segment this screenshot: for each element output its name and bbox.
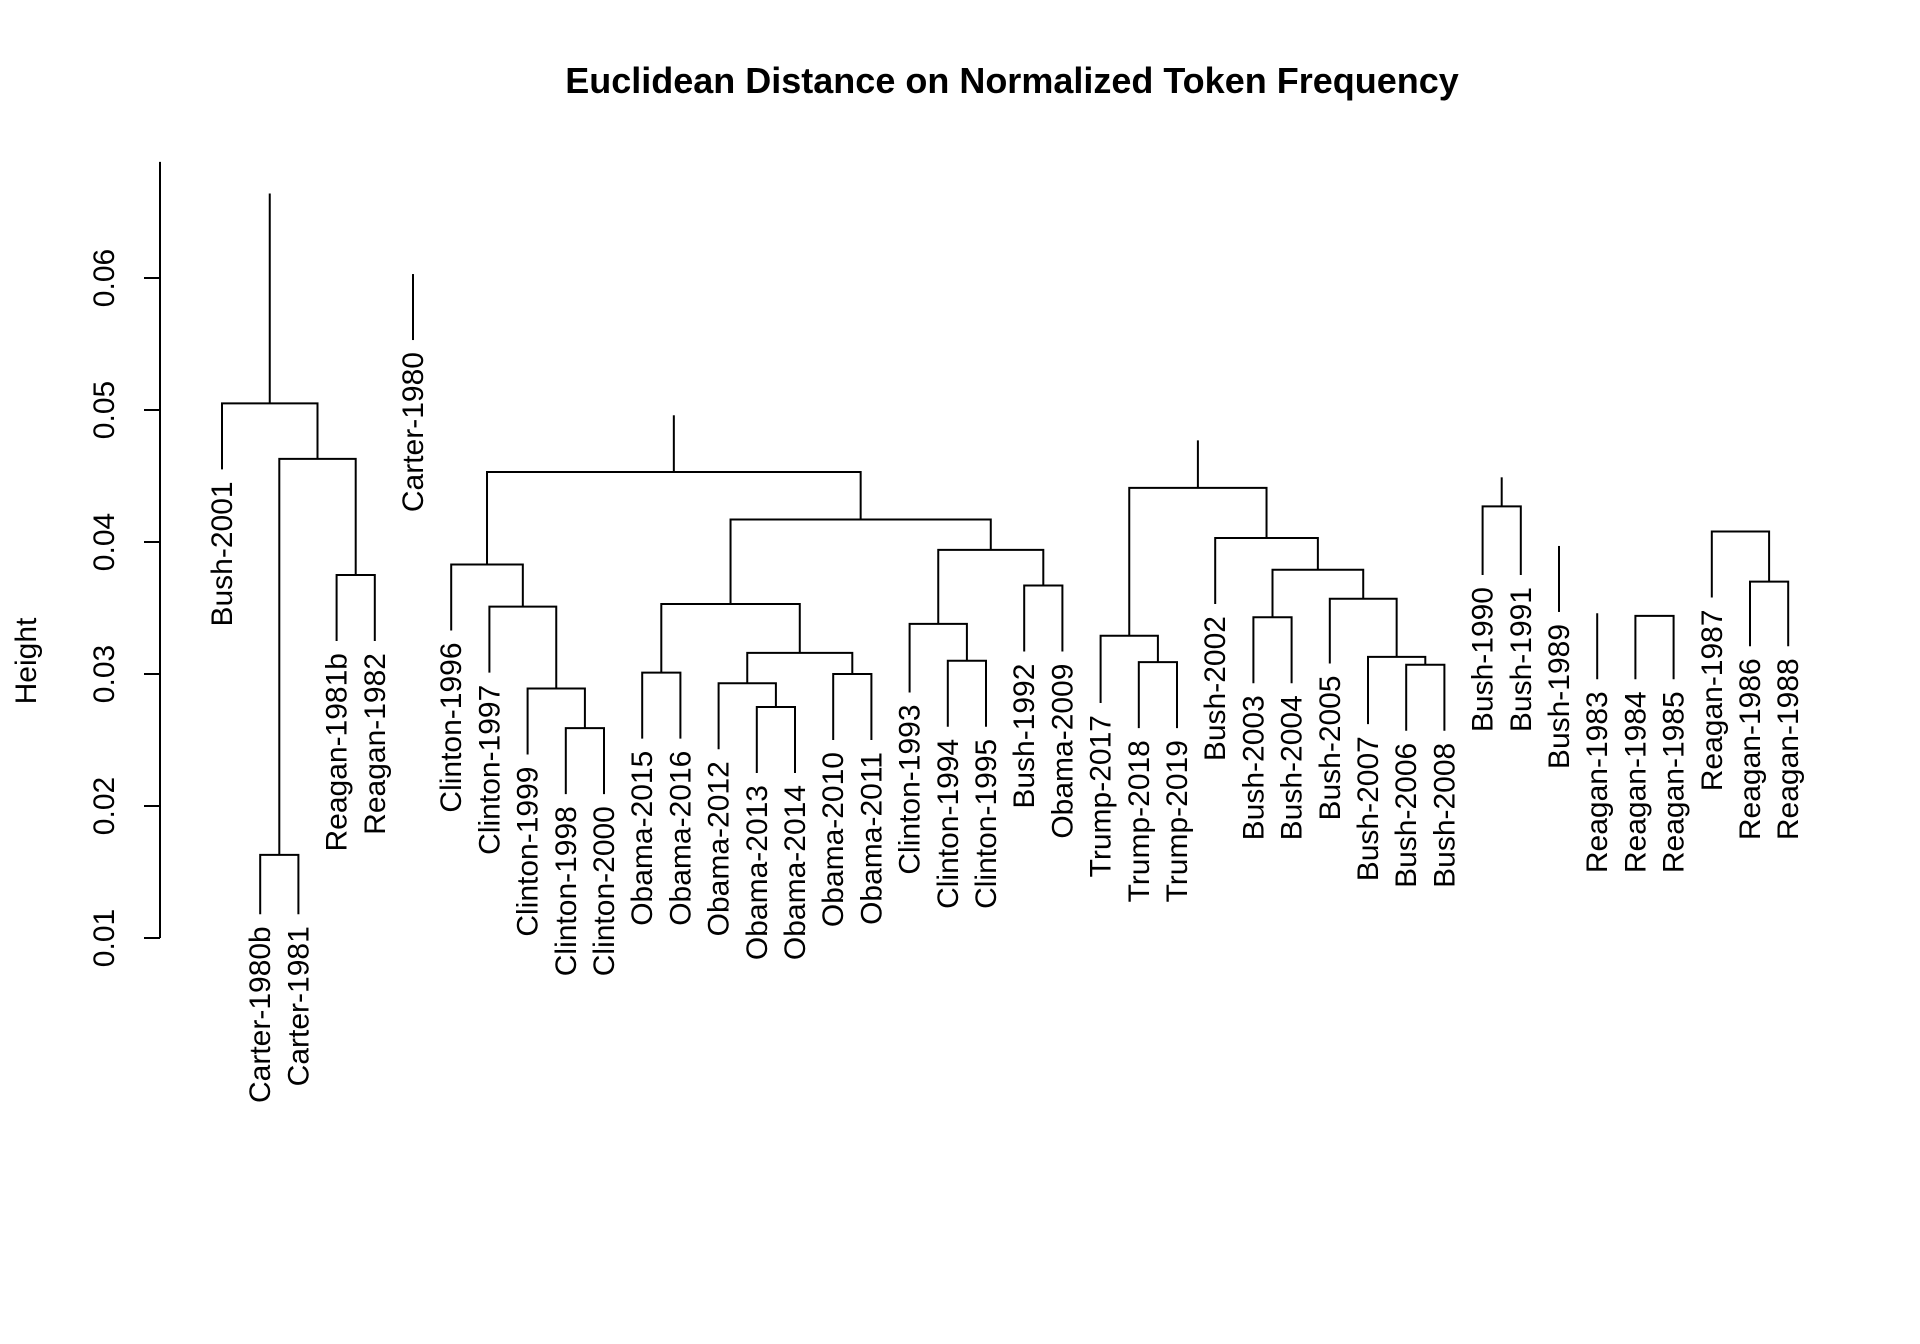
dendrogram-branch [1271, 568, 1365, 618]
dendrogram-branch [937, 548, 1045, 624]
leaf-label: Carter-1980 [397, 352, 430, 512]
leaf-label: Bush-1989 [1543, 624, 1576, 769]
leaf-label: Clinton-1994 [932, 739, 965, 909]
leaf-label: Clinton-2000 [588, 806, 621, 976]
leaf-label: Bush-2008 [1428, 743, 1461, 888]
leaf-label: Bush-2001 [206, 481, 239, 626]
y-axis: 0.01 0.02 0.03 0.04 0.05 0.06 [88, 161, 161, 967]
dendrogram-branch [755, 706, 796, 773]
y-tick-label: 0.03 [88, 645, 121, 703]
leaf-label: Reagan-1986 [1734, 658, 1767, 840]
dendrogram-branch [564, 727, 605, 795]
leaf-label: Bush-1991 [1505, 587, 1538, 732]
leaf-label: Obama-2013 [741, 785, 774, 960]
leaf-label: Reagan-1983 [1581, 691, 1614, 873]
leaf-label: Obama-2012 [703, 761, 736, 936]
dendrogram-branch [946, 659, 987, 727]
y-tick-label: 0.04 [88, 513, 121, 571]
y-tick-label: 0.06 [88, 249, 121, 307]
leaf-label: Carter-1980b [244, 926, 277, 1103]
y-tick-label: 0.02 [88, 777, 121, 835]
leaf-label: Clinton-1996 [435, 642, 468, 812]
leaf-label: Bush-1992 [1008, 664, 1041, 809]
leaf-label: Reagan-1981b [321, 653, 354, 852]
leaf-label: Clinton-1997 [473, 685, 506, 855]
leaf-label: Obama-2014 [779, 785, 812, 960]
dendrogram-branch [1481, 505, 1522, 575]
dendrogram-branch [1252, 616, 1293, 684]
chart-title: Euclidean Distance on Normalized Token F… [565, 60, 1459, 101]
dendrogram-branch [660, 603, 801, 673]
leaf-label: Trump-2019 [1161, 740, 1194, 902]
leaf-label: Reagan-1984 [1619, 691, 1652, 873]
dendrogram-branch [259, 853, 300, 915]
dendrogram-branch [908, 622, 968, 693]
leaf-label: Obama-2009 [1046, 664, 1079, 839]
leaf-label: Bush-2002 [1199, 616, 1232, 761]
dendrogram-branch [488, 605, 558, 689]
dendrogram-branches [222, 194, 1790, 915]
leaf-label: Obama-2010 [817, 752, 850, 927]
leaf-label: Obama-2015 [626, 751, 659, 926]
leaf-label: Reagan-1982 [359, 653, 392, 835]
leaf-label: Clinton-1995 [970, 739, 1003, 909]
dendrogram-branch [1634, 614, 1675, 680]
dendrogram-branch [1023, 584, 1064, 652]
dendrogram-branch [1328, 597, 1398, 664]
dendrogram-branch [486, 471, 862, 565]
leaf-label: Clinton-1993 [894, 704, 927, 874]
dendrogram-branch [526, 687, 586, 755]
leaf-label: Carter-1981 [282, 926, 315, 1086]
leaf-label: Reagan-1987 [1696, 609, 1729, 791]
leaf-label: Obama-2016 [664, 751, 697, 926]
leaf-label: Clinton-1999 [512, 767, 545, 937]
leaf-label: Trump-2018 [1123, 740, 1156, 902]
leaf-label: Clinton-1998 [550, 806, 583, 976]
dendrogram-branch [1214, 537, 1319, 605]
leaf-label: Bush-2007 [1352, 736, 1385, 881]
dendrogram-branch [641, 671, 682, 739]
y-axis-label: Height [10, 617, 43, 704]
dendrogram-branch [1405, 663, 1446, 731]
leaf-label: Reagan-1985 [1658, 691, 1691, 873]
y-tick-label: 0.05 [88, 381, 121, 439]
leaf-label: Bush-2003 [1237, 695, 1270, 840]
dendrogram-branch [1710, 530, 1771, 598]
leaf-label: Trump-2017 [1085, 715, 1118, 877]
y-tick-label: 0.01 [88, 909, 121, 967]
leaf-label: Bush-2006 [1390, 743, 1423, 888]
leaf-label: Bush-2005 [1314, 675, 1347, 820]
dendrogram-branch [717, 682, 777, 750]
dendrogram-branch [450, 563, 524, 631]
dendrogram-branch [1137, 661, 1178, 729]
leaf-labels: Bush-2001 Carter-1980b Carter-1981 Reagan-1… [206, 352, 1805, 1103]
dendrogram-branch [335, 574, 376, 641]
dendrogram-branch [746, 651, 854, 684]
dendrogram-branch [832, 673, 873, 740]
dendrogram-branch [1367, 655, 1427, 725]
dendrogram-branch [729, 518, 992, 605]
leaf-label: Bush-1990 [1467, 587, 1500, 732]
dendrogram-branch [1749, 580, 1790, 647]
dendrogram-branch [1099, 634, 1159, 704]
dendrogram-branch [1128, 486, 1268, 636]
leaf-label: Obama-2011 [855, 752, 888, 925]
leaf-label: Bush-2004 [1276, 695, 1309, 840]
leaf-label: Reagan-1988 [1772, 658, 1805, 840]
